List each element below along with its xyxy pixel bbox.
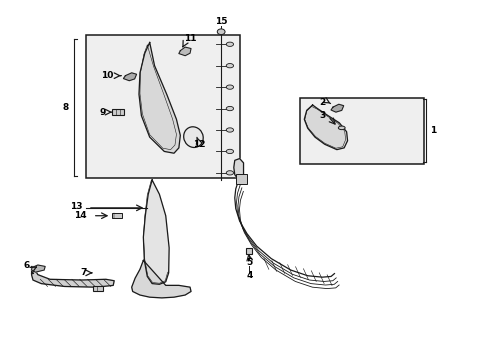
Bar — [112, 213, 122, 218]
Text: 14: 14 — [74, 211, 86, 220]
Polygon shape — [179, 47, 191, 56]
Ellipse shape — [226, 42, 233, 46]
Text: 13: 13 — [70, 202, 83, 211]
Polygon shape — [31, 265, 45, 272]
Text: 3: 3 — [319, 111, 325, 120]
Bar — [93, 286, 102, 292]
Polygon shape — [31, 269, 114, 287]
Text: 9: 9 — [99, 108, 105, 117]
Ellipse shape — [226, 85, 233, 89]
Text: 11: 11 — [183, 35, 196, 44]
Text: 1: 1 — [429, 126, 435, 135]
Polygon shape — [123, 73, 136, 81]
Text: 4: 4 — [245, 271, 252, 280]
Text: 8: 8 — [62, 103, 68, 112]
Text: 2: 2 — [319, 98, 325, 107]
Ellipse shape — [226, 128, 233, 132]
Text: 7: 7 — [80, 268, 86, 277]
Ellipse shape — [226, 107, 233, 111]
Text: 10: 10 — [101, 71, 113, 80]
Bar — [86, 35, 239, 178]
Polygon shape — [143, 180, 169, 284]
Text: 5: 5 — [246, 258, 252, 267]
Text: 12: 12 — [193, 140, 205, 149]
Polygon shape — [233, 158, 243, 180]
Ellipse shape — [226, 171, 233, 175]
Polygon shape — [304, 105, 347, 150]
Ellipse shape — [217, 29, 224, 35]
Bar — [300, 98, 424, 164]
Ellipse shape — [338, 126, 345, 130]
Polygon shape — [131, 260, 191, 298]
Text: 15: 15 — [214, 17, 227, 26]
Polygon shape — [139, 42, 180, 153]
Bar — [236, 174, 246, 184]
Text: 6: 6 — [23, 261, 30, 270]
Bar — [246, 248, 252, 254]
Ellipse shape — [226, 64, 233, 68]
Bar — [112, 109, 123, 115]
Ellipse shape — [226, 149, 233, 154]
Polygon shape — [330, 104, 343, 112]
Ellipse shape — [183, 127, 203, 148]
